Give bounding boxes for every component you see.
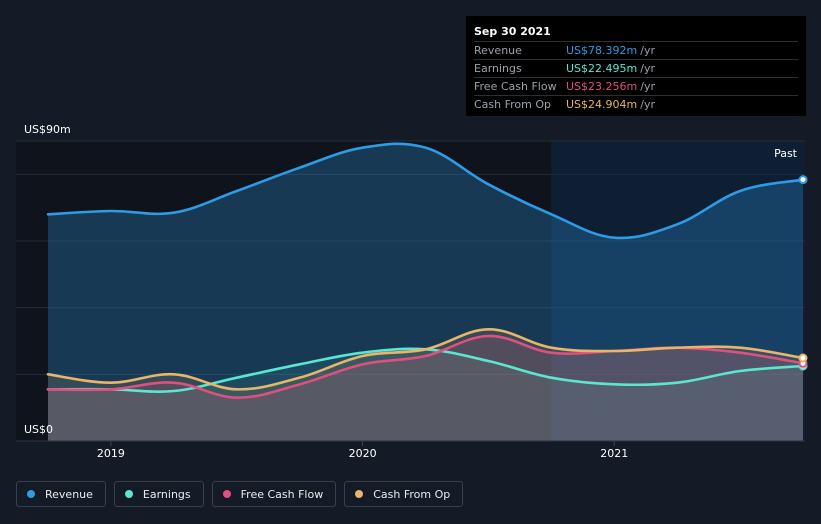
area-free-cash-flow [48, 335, 803, 441]
line-revenue [46, 142, 805, 240]
tooltip-label: Revenue [474, 44, 522, 57]
endpoint-revenue [798, 175, 808, 185]
legend-dot-icon [355, 490, 364, 498]
series-areas [48, 143, 803, 442]
tooltip-unit: /yr [640, 62, 655, 75]
tooltip-date: Sep 30 2021 [474, 25, 551, 38]
tooltip-unit: /yr [640, 80, 655, 93]
legend-item-earnings[interactable]: Earnings [113, 481, 204, 507]
endpoint-cash-from-op [798, 353, 808, 363]
x-tick-marks [110, 441, 615, 446]
tooltip-label: Cash From Op [474, 98, 552, 111]
area-revenue [48, 143, 803, 442]
tooltip-unit: /yr [640, 44, 655, 57]
tooltip-value: US$22.495m [566, 62, 638, 75]
legend-dot-icon [124, 490, 133, 498]
grid-lines [16, 140, 805, 375]
legend-dot-icon [222, 490, 231, 498]
x-tick-label: 2020 [348, 447, 377, 460]
area-cash-from-op [48, 329, 803, 441]
legend-dot-icon [27, 490, 35, 498]
line-cash-from-op [46, 328, 805, 391]
series-endpoints [798, 175, 808, 371]
tooltip-unit: /yr [640, 98, 655, 111]
legend-label: Cash From Op [373, 487, 451, 501]
tooltip-row-cash-from-op: Cash From Op US$24.904m /yr [474, 95, 798, 113]
legend: Revenue Earnings Free Cash Flow Cash Fro… [16, 481, 464, 507]
past-region [551, 141, 805, 441]
series-lines [46, 142, 805, 399]
tooltip-row-revenue: Revenue US$78.392m /yr [474, 41, 798, 59]
y-axis-bottom-label: US$0 [24, 423, 54, 436]
tooltip-row-free-cash-flow: Free Cash Flow US$23.256m /yr [474, 77, 798, 95]
legend-label: Free Cash Flow [240, 487, 324, 501]
tooltip-label: Free Cash Flow [474, 80, 557, 93]
legend-item-free-cash-flow[interactable]: Free Cash Flow [211, 481, 337, 507]
tooltip-value: US$23.256m [566, 80, 638, 93]
tooltip-row-earnings: Earnings US$22.495m /yr [474, 59, 798, 77]
past-label: Past [774, 147, 797, 160]
y-axis-top-label: US$90m [24, 123, 71, 136]
tooltip-label: Earnings [474, 62, 522, 75]
legend-label: Earnings [142, 487, 191, 501]
area-earnings [48, 348, 803, 441]
legend-item-cash-from-op[interactable]: Cash From Op [344, 481, 464, 507]
x-tick-label: 2019 [96, 447, 125, 460]
tooltip: Sep 30 2021 Revenue US$78.392m /yr Earni… [466, 16, 806, 116]
legend-item-revenue[interactable]: Revenue [16, 481, 106, 507]
tooltip-value: US$78.392m [566, 44, 638, 57]
x-tick-label: 2021 [600, 447, 629, 460]
legend-label: Revenue [45, 487, 93, 501]
tooltip-value: US$24.904m [566, 98, 638, 111]
